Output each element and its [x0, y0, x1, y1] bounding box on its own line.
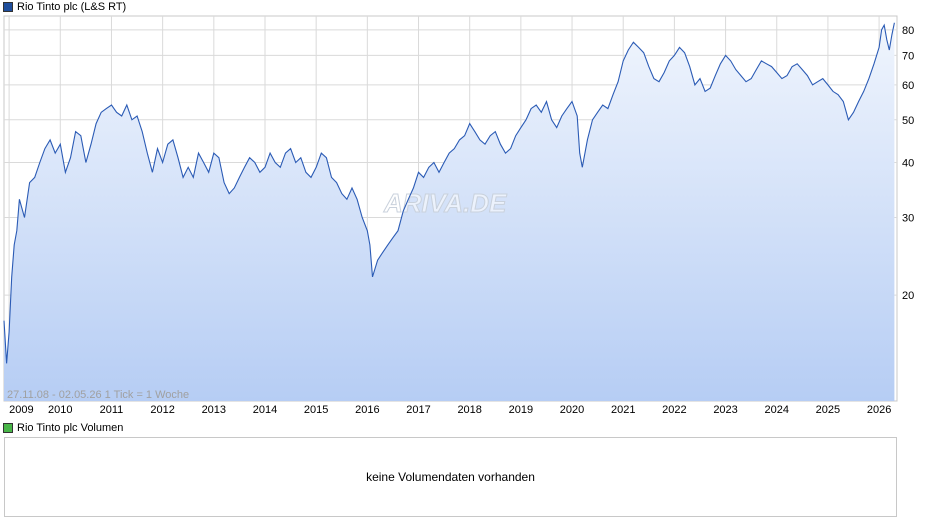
x-tick-label: 2024 — [764, 404, 788, 416]
x-axis-ticks: 2009 2010 2011 2012 2013 2014 2015 2016 2017 2018… — [9, 404, 891, 416]
x-tick-label: 2013 — [202, 404, 226, 416]
x-tick-label: 2011 — [100, 404, 124, 416]
watermark: ARIVA.DE — [383, 188, 507, 218]
x-tick-label: 2018 — [457, 404, 481, 416]
x-tick-label: 2023 — [713, 404, 737, 416]
x-tick-label: 2009 — [9, 404, 33, 416]
price-legend: Rio Tinto plc (L&S RT) — [3, 0, 126, 14]
y-tick-label: 20 — [902, 290, 914, 302]
x-tick-label: 2020 — [560, 404, 584, 416]
y-tick-label: 30 — [902, 213, 914, 225]
date-range-label: 27.11.08 - 02.05.26 1 Tick = 1 Woche — [7, 389, 189, 401]
x-tick-label: 2022 — [662, 404, 686, 416]
y-tick-label: 60 — [902, 80, 914, 92]
price-chart: ARIVA.DE 20 30 40 50 60 70 80 2009 2010 2011 2012… — [3, 15, 914, 416]
x-tick-label: 2017 — [406, 404, 430, 416]
y-tick-label: 40 — [902, 157, 914, 169]
volume-legend-swatch — [3, 423, 13, 433]
x-tick-label: 2019 — [509, 404, 533, 416]
y-axis-ticks: 20 30 40 50 60 70 80 — [902, 25, 914, 302]
volume-legend: Rio Tinto plc Volumen — [3, 421, 123, 435]
y-tick-label: 80 — [902, 25, 914, 37]
x-tick-label: 2014 — [253, 404, 277, 416]
x-tick-label: 2016 — [355, 404, 379, 416]
y-tick-label: 70 — [902, 50, 914, 62]
x-tick-label: 2021 — [611, 404, 635, 416]
x-tick-label: 2010 — [48, 404, 72, 416]
x-tick-label: 2025 — [816, 404, 840, 416]
volume-legend-label: Rio Tinto plc Volumen — [17, 422, 124, 434]
volume-empty-message: keine Volumendaten vorhanden — [366, 470, 535, 484]
volume-panel: keine Volumendaten vorhanden — [4, 437, 897, 517]
x-tick-label: 2012 — [150, 404, 174, 416]
price-legend-label: Rio Tinto plc (L&S RT) — [17, 1, 127, 13]
price-legend-swatch — [3, 2, 13, 12]
x-tick-label: 2015 — [304, 404, 328, 416]
price-line — [3, 22, 895, 364]
x-tick-label: 2026 — [867, 404, 891, 416]
price-area — [4, 22, 895, 402]
y-tick-label: 50 — [902, 115, 914, 127]
